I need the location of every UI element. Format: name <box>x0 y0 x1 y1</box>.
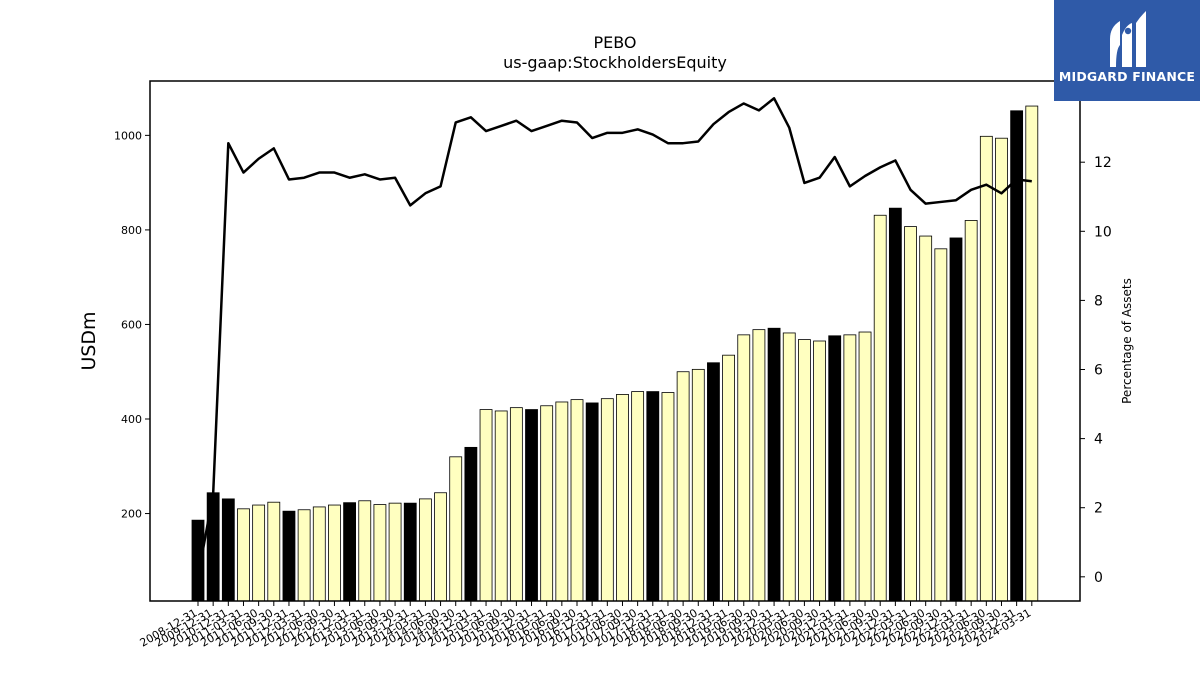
bar <box>798 339 811 602</box>
bar <box>494 410 508 602</box>
y2-tick-label: 6 <box>1094 363 1103 379</box>
bar <box>828 335 842 602</box>
bar <box>843 334 857 602</box>
bar <box>434 492 447 602</box>
y2-axis-label: Percentage of Assets <box>1120 278 1134 404</box>
y-tick-label: 200 <box>121 508 142 521</box>
bar <box>737 334 751 602</box>
bar <box>707 362 720 602</box>
x-axis: 2008-12-312009-12-312010-12-312011-03-31… <box>138 601 1033 650</box>
bar <box>343 502 357 602</box>
bar <box>358 500 372 602</box>
percentage-line <box>196 97 1032 578</box>
bar <box>600 398 614 602</box>
bar <box>995 137 1008 602</box>
bar <box>904 226 917 602</box>
y2-tick-label: 2 <box>1094 501 1103 517</box>
bar <box>237 508 250 602</box>
bar <box>767 327 781 602</box>
bar <box>388 502 402 602</box>
bar <box>267 501 281 602</box>
bar <box>858 331 872 602</box>
chart-title: PEBO <box>593 33 636 52</box>
y2-axis: 0 2 4 6 8 10 12 <box>1080 155 1112 586</box>
bar <box>282 510 296 602</box>
y-axis-label: USDm <box>78 311 100 370</box>
bar <box>509 407 523 602</box>
bar <box>979 135 993 602</box>
bar <box>403 502 417 602</box>
y2-tick-label: 4 <box>1094 432 1103 448</box>
y2-tick-label: 0 <box>1094 570 1103 586</box>
bar <box>964 220 978 602</box>
bar <box>646 391 660 602</box>
bar <box>540 405 554 602</box>
logo-mark-icon <box>1110 11 1146 67</box>
bar <box>752 329 766 602</box>
y-axis: 200 400 600 800 1000 <box>114 129 150 521</box>
bar <box>616 394 629 602</box>
bar <box>934 248 948 602</box>
bar <box>464 446 478 602</box>
y-tick-label: 800 <box>121 224 142 237</box>
bar <box>206 492 220 602</box>
bar <box>479 409 493 602</box>
bar <box>691 368 705 602</box>
bar <box>949 237 963 602</box>
y2-tick-label: 10 <box>1094 224 1112 240</box>
bar <box>252 504 266 602</box>
brand-logo: MIDGARD FINANCE <box>1054 0 1200 101</box>
y-tick-label: 1000 <box>114 129 142 142</box>
plot-frame <box>149 80 1081 602</box>
chart-subtitle: us-gaap:StockholdersEquity <box>503 53 727 72</box>
y2-tick-label: 8 <box>1094 293 1103 309</box>
y-tick-label: 400 <box>121 413 142 426</box>
bar <box>661 392 675 602</box>
bar <box>312 506 326 602</box>
bar <box>221 498 235 602</box>
bar <box>418 498 432 602</box>
bar <box>373 504 387 602</box>
logo-text: MIDGARD FINANCE <box>1058 69 1196 84</box>
bar <box>813 340 826 602</box>
y2-tick-label: 12 <box>1094 155 1112 171</box>
bar <box>328 504 341 602</box>
bar <box>570 399 584 602</box>
bar <box>919 235 933 602</box>
bar <box>297 509 311 602</box>
percentage-line-series <box>196 97 1032 578</box>
y-tick-label: 600 <box>121 318 142 331</box>
bar <box>873 214 887 602</box>
bar <box>631 391 645 602</box>
bar <box>555 401 569 602</box>
bar-series <box>191 105 1039 602</box>
bar <box>449 456 463 602</box>
bar <box>722 354 735 602</box>
bar <box>676 371 690 602</box>
bar <box>888 207 902 602</box>
bar <box>782 332 796 602</box>
bar <box>525 409 538 602</box>
bar <box>585 402 599 602</box>
